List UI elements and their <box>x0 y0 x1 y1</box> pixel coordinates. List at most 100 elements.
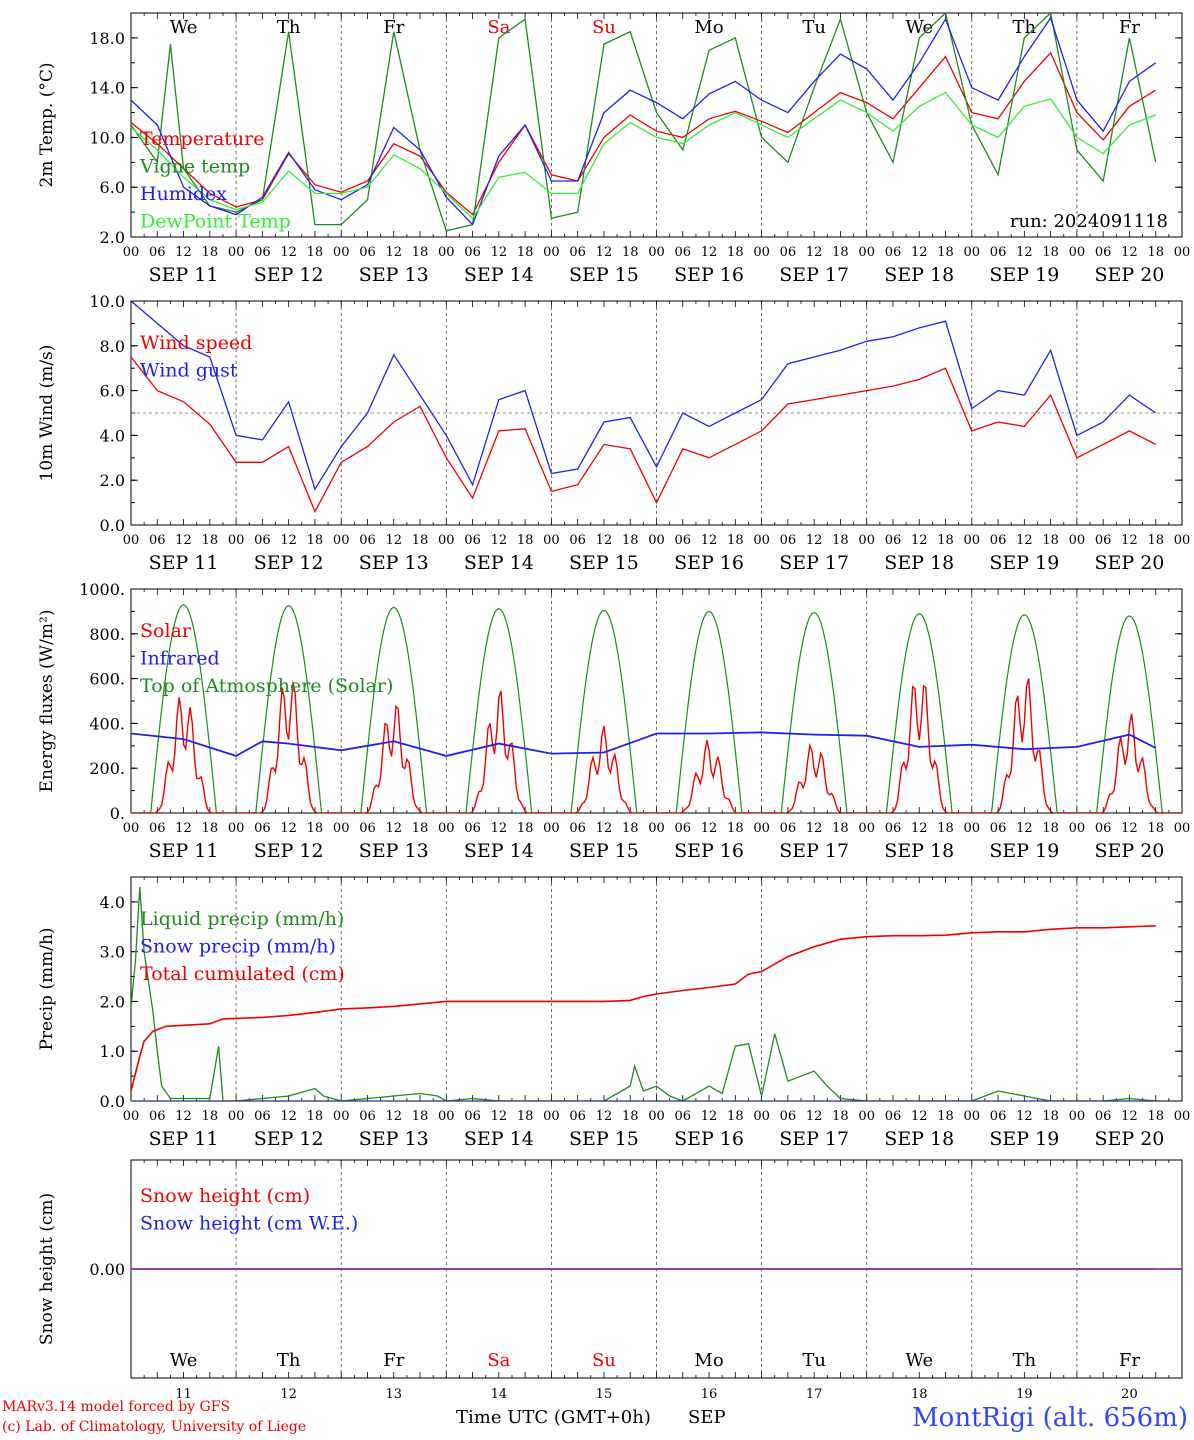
y-tick-label: 2.0 <box>100 992 125 1011</box>
x-date-label: SEP 11 <box>149 1128 219 1150</box>
day-name: Su <box>592 1350 616 1371</box>
x-hour-label: 06 <box>254 821 271 836</box>
x-hour-label: 00 <box>543 1109 560 1124</box>
y-tick-label: 3.0 <box>100 943 125 962</box>
y-tick-label: 2.0 <box>100 471 125 490</box>
x-hour-label: 12 <box>911 533 928 548</box>
x-hour-label: 00 <box>1174 821 1191 836</box>
x-hour-label: 06 <box>359 533 376 548</box>
legend-entry: Infrared <box>140 648 220 670</box>
y-axis-title: 10m Wind (m/s) <box>37 345 57 482</box>
x-hour-label: 00 <box>858 821 875 836</box>
x-hour-label: 18 <box>202 533 219 548</box>
y-tick-label: 6.0 <box>100 382 125 401</box>
x-hour-label: 00 <box>228 245 245 260</box>
x-hour-label: 00 <box>753 245 770 260</box>
x-date-label: SEP 15 <box>569 552 639 574</box>
x-hour-label: 06 <box>885 533 902 548</box>
x-hour-label: 18 <box>1147 533 1164 548</box>
x-hour-label: 00 <box>648 533 665 548</box>
x-hour-label: 12 <box>385 821 402 836</box>
x-hour-label: 12 <box>385 245 402 260</box>
x-hour-label: 00 <box>333 533 350 548</box>
x-day-number: 14 <box>491 1387 508 1402</box>
x-hour-label: 12 <box>1016 1109 1033 1124</box>
plot-frame <box>130 12 1183 238</box>
x-date-label: SEP 13 <box>359 264 429 286</box>
x-hour-label: 00 <box>228 821 245 836</box>
y-tick-label: 2.0 <box>100 228 125 247</box>
x-hour-label: 18 <box>937 533 954 548</box>
y-tick-label: 1.0 <box>100 1042 125 1061</box>
legend-entry: Wind gust <box>140 360 238 382</box>
x-date-label: SEP 16 <box>674 1128 744 1150</box>
x-hour-label: 12 <box>280 245 297 260</box>
y-tick-label: 400. <box>89 714 125 733</box>
day-name: Fr <box>383 1350 404 1371</box>
series-line <box>131 886 1156 1101</box>
x-hour-label: 00 <box>648 821 665 836</box>
x-hour-label: 00 <box>438 821 455 836</box>
legend-entry: Solar <box>140 620 192 642</box>
x-hour-label: 12 <box>1016 245 1033 260</box>
x-date-label: SEP 19 <box>989 1128 1059 1150</box>
day-name: Su <box>592 17 616 38</box>
x-hour-label: 12 <box>175 1109 192 1124</box>
x-day-number: 12 <box>280 1387 297 1402</box>
x-hour-label: 06 <box>464 821 481 836</box>
y-tick-label: 10.0 <box>89 292 125 311</box>
x-hour-label: 18 <box>307 821 324 836</box>
series-line <box>131 356 1156 514</box>
x-hour-label: 06 <box>359 1109 376 1124</box>
day-name: Fr <box>383 17 404 38</box>
x-hour-label: 18 <box>937 821 954 836</box>
x-hour-label: 00 <box>333 821 350 836</box>
x-hour-label: 18 <box>412 1109 429 1124</box>
x-hour-label: 06 <box>675 1109 692 1124</box>
x-hour-label: 00 <box>858 245 875 260</box>
y-tick-label: 0.00 <box>89 1260 125 1279</box>
x-hour-label: 06 <box>464 533 481 548</box>
x-hour-label: 12 <box>1121 245 1138 260</box>
y-tick-label: 4.0 <box>100 426 125 445</box>
x-hour-label: 12 <box>175 821 192 836</box>
x-hour-label: 00 <box>1069 533 1086 548</box>
legend-entry: Snow height (cm W.E.) <box>140 1213 358 1235</box>
x-hour-label: 12 <box>806 533 823 548</box>
x-hour-label: 00 <box>228 1109 245 1124</box>
run-label: run: 2024091118 <box>1010 211 1168 232</box>
x-hour-label: 18 <box>832 245 849 260</box>
day-name: We <box>170 17 198 38</box>
x-hour-label: 12 <box>701 1109 718 1124</box>
x-hour-label: 06 <box>359 245 376 260</box>
x-hour-label: 12 <box>596 1109 613 1124</box>
x-date-label: SEP 11 <box>149 264 219 286</box>
x-date-label: SEP 20 <box>1095 552 1165 574</box>
series-line <box>131 51 1157 216</box>
day-name: Mo <box>694 1350 723 1371</box>
x-hour-label: 00 <box>753 1109 770 1124</box>
legend-entry: Humidex <box>140 183 227 205</box>
day-name: We <box>905 17 933 38</box>
x-hour-label: 12 <box>175 245 192 260</box>
y-axis-title: Snow height (cm) <box>37 1193 57 1345</box>
x-hour-label: 00 <box>438 245 455 260</box>
x-hour-label: 18 <box>832 1109 849 1124</box>
x-date-label: SEP 17 <box>779 1128 849 1150</box>
y-tick-label: 800. <box>89 625 125 644</box>
x-hour-label: 06 <box>1095 1109 1112 1124</box>
x-hour-label: 12 <box>280 1109 297 1124</box>
x-date-label: SEP 19 <box>989 264 1059 286</box>
x-hour-label: 12 <box>806 1109 823 1124</box>
x-hour-label: 18 <box>517 533 534 548</box>
day-name: Th <box>1013 1350 1037 1371</box>
y-tick-label: 600. <box>89 670 125 689</box>
x-hour-label: 06 <box>780 821 797 836</box>
x-hour-label: 18 <box>622 245 639 260</box>
x-hour-label: 18 <box>307 1109 324 1124</box>
x-day-number: 18 <box>911 1387 928 1402</box>
x-hour-label: 00 <box>123 533 140 548</box>
x-hour-label: 06 <box>885 1109 902 1124</box>
x-hour-label: 12 <box>596 821 613 836</box>
